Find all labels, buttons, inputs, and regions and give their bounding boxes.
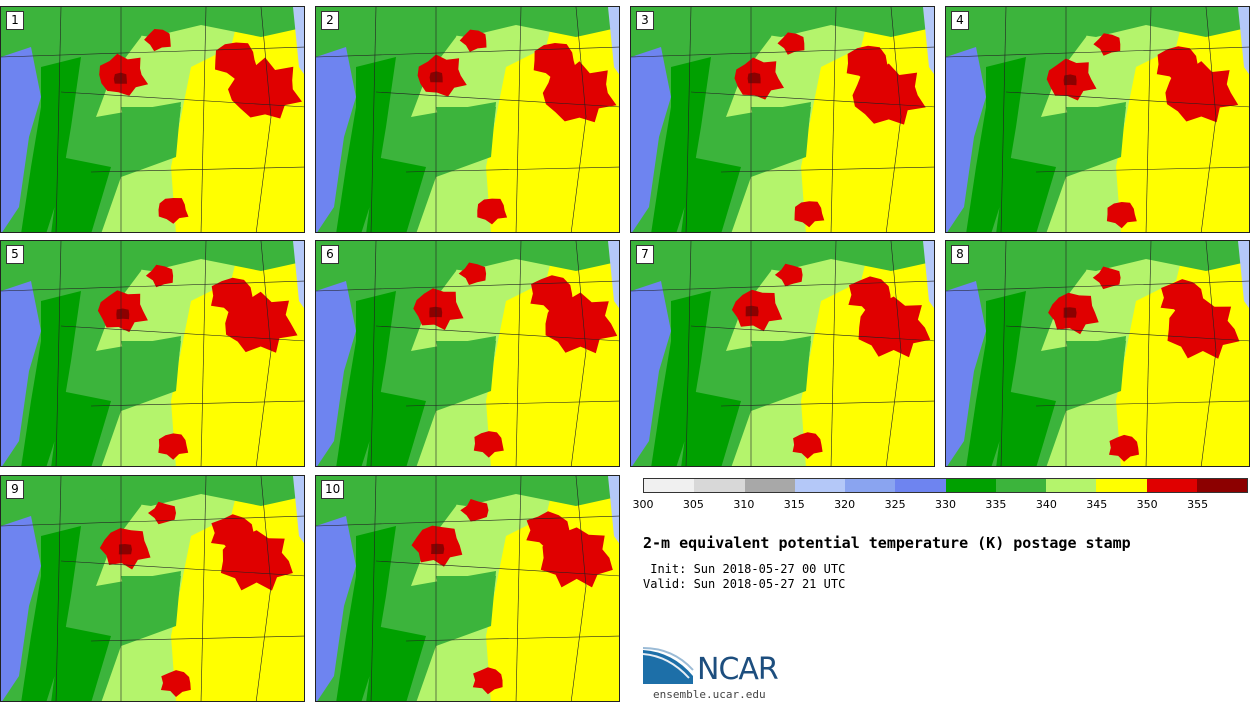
colorbar-tick-label: 345 xyxy=(1086,498,1108,511)
logo-name: NCAR xyxy=(697,652,779,687)
map-panel-4: 4 xyxy=(945,6,1250,233)
colorbar-tick-label: 355 xyxy=(1187,498,1209,511)
colorbar-swatch xyxy=(644,479,695,492)
valid-time: Valid: Sun 2018-05-27 21 UTC xyxy=(643,577,846,591)
colorbar-tick-label: 350 xyxy=(1136,498,1158,511)
colorbar-swatch xyxy=(744,479,795,492)
colorbar-swatch xyxy=(1146,479,1197,492)
map-panel-5: 5 xyxy=(0,240,305,467)
panel-number: 5 xyxy=(6,245,24,264)
colorbar-tick-label: 335 xyxy=(985,498,1007,511)
colorbar-swatch xyxy=(794,479,845,492)
map-panel-3: 3 xyxy=(630,6,935,233)
colorbar xyxy=(643,478,1248,493)
panel-number: 7 xyxy=(636,245,654,264)
map-panel-9: 9 xyxy=(0,475,305,702)
panel-number: 10 xyxy=(321,480,345,499)
colorbar-swatch xyxy=(1046,479,1097,492)
figure-title: 2-m equivalent potential temperature (K)… xyxy=(643,534,1131,552)
colorbar-swatch xyxy=(995,479,1046,492)
colorbar-tick-label: 325 xyxy=(884,498,906,511)
map-panel-10: 10 xyxy=(315,475,620,702)
map-panel-1: 1 xyxy=(0,6,305,233)
colorbar-tick-label: 310 xyxy=(733,498,755,511)
panel-number: 1 xyxy=(6,11,24,30)
ncar-logo-icon xyxy=(643,647,694,684)
colorbar-tick-label: 340 xyxy=(1035,498,1057,511)
map-panel-7: 7 xyxy=(630,240,935,467)
colorbar-tick-label: 330 xyxy=(935,498,956,511)
colorbar-tick-label: 305 xyxy=(682,498,704,511)
map-panel-8: 8 xyxy=(945,240,1250,467)
panel-number: 3 xyxy=(636,11,654,30)
colorbar-tick-label: 300 xyxy=(632,498,654,511)
colorbar-swatch xyxy=(945,479,996,492)
panel-number: 9 xyxy=(6,480,24,499)
map-panel-6: 6 xyxy=(315,240,620,467)
panel-number: 2 xyxy=(321,11,339,30)
colorbar-swatch xyxy=(694,479,745,492)
panel-number: 4 xyxy=(951,11,969,30)
panel-number: 6 xyxy=(321,245,339,264)
colorbar-swatch xyxy=(1096,479,1147,492)
colorbar-swatch xyxy=(1196,479,1247,492)
colorbar-tick-label: 315 xyxy=(783,498,805,511)
colorbar-swatch xyxy=(845,479,896,492)
init-time: Init: Sun 2018-05-27 00 UTC xyxy=(643,562,846,576)
logo-url: ensemble.ucar.edu xyxy=(653,688,766,701)
panel-number: 8 xyxy=(951,245,969,264)
map-panel-2: 2 xyxy=(315,6,620,233)
colorbar-swatch xyxy=(895,479,946,492)
colorbar-tick-label: 320 xyxy=(834,498,856,511)
